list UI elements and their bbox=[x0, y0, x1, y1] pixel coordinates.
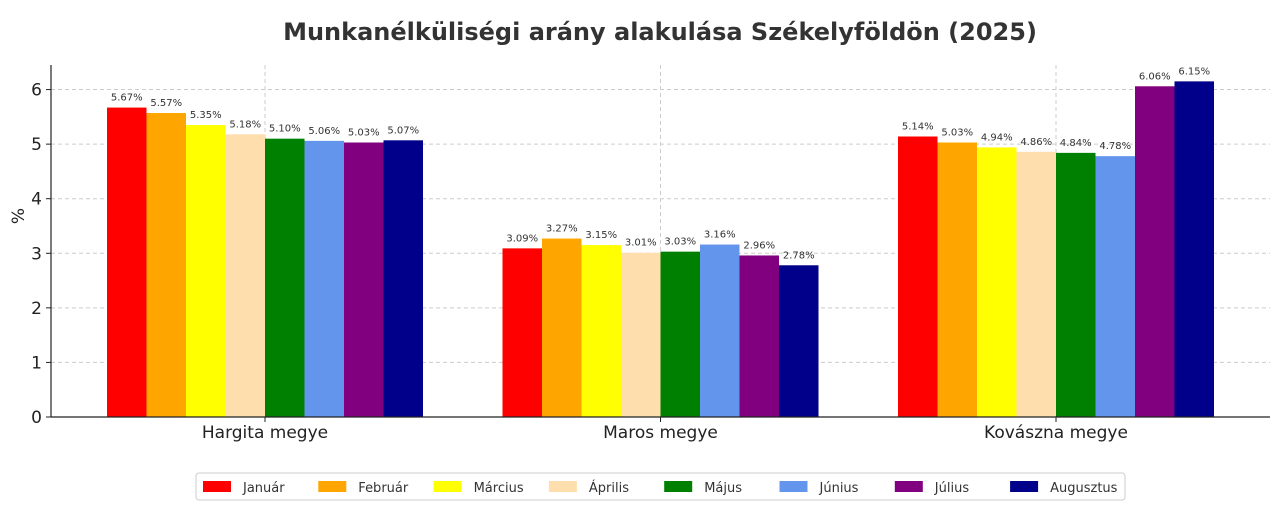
data-label: 3.15% bbox=[585, 230, 617, 241]
legend: Január Február Március Április Május Június Jú… bbox=[195, 472, 1126, 501]
bar bbox=[621, 252, 661, 417]
legend-swatch bbox=[664, 481, 693, 492]
data-label: 5.14% bbox=[902, 121, 934, 132]
bar bbox=[107, 107, 147, 417]
data-label: 4.84% bbox=[1060, 138, 1092, 149]
data-label: 3.09% bbox=[506, 233, 538, 244]
bar bbox=[383, 140, 423, 417]
y-tick-label: 2 bbox=[31, 299, 42, 319]
bar bbox=[581, 245, 621, 417]
y-tick-label: 1 bbox=[31, 353, 42, 373]
bar bbox=[700, 244, 740, 417]
bar bbox=[739, 255, 779, 417]
legend-label: Július bbox=[934, 481, 970, 496]
data-label: 5.03% bbox=[348, 127, 380, 138]
y-tick-label: 4 bbox=[31, 190, 42, 210]
y-tick-label: 3 bbox=[31, 244, 42, 264]
x-tick-label: Maros megye bbox=[603, 423, 718, 443]
data-label: 2.96% bbox=[743, 240, 775, 251]
legend-box bbox=[195, 472, 1126, 501]
bars-layer bbox=[107, 81, 1214, 418]
data-label: 4.94% bbox=[981, 132, 1013, 143]
y-tick-label: 5 bbox=[31, 135, 42, 155]
bar bbox=[225, 134, 265, 417]
bar bbox=[1135, 86, 1175, 417]
y-axis-label: % bbox=[9, 208, 29, 224]
data-label: 4.78% bbox=[1099, 141, 1131, 152]
y-tick-label: 6 bbox=[31, 81, 42, 101]
data-labels-layer: 5.67% 3.09% 5.14% 5.57% 3.27% 5.03% 5.35% 3.15%… bbox=[111, 66, 1210, 261]
legend-label: Június bbox=[819, 481, 859, 496]
data-label: 5.07% bbox=[387, 125, 419, 136]
data-label: 6.15% bbox=[1178, 66, 1210, 77]
data-label: 3.01% bbox=[625, 238, 657, 249]
legend-swatch bbox=[779, 481, 808, 492]
bar bbox=[542, 238, 582, 417]
bar bbox=[146, 113, 186, 417]
chart-title: Munkanélküliségi arány alakulása Székely… bbox=[283, 18, 1037, 46]
data-label: 3.16% bbox=[704, 230, 736, 241]
legend-swatch bbox=[203, 481, 231, 492]
legend-swatch bbox=[1010, 481, 1039, 492]
bar bbox=[1095, 156, 1135, 417]
x-tick-label: Kovászna megye bbox=[984, 423, 1128, 443]
bar bbox=[660, 251, 700, 417]
data-label: 3.27% bbox=[546, 224, 578, 235]
data-label: 5.03% bbox=[941, 127, 973, 138]
bar bbox=[344, 142, 384, 417]
data-label: 5.06% bbox=[308, 126, 340, 137]
axes-layer: 0 1 2 3 4 5 6 Hargita megye Maros megye Kovászna … bbox=[31, 65, 1270, 443]
bar bbox=[502, 248, 542, 417]
data-label: 6.06% bbox=[1139, 71, 1171, 82]
bar bbox=[1016, 151, 1056, 417]
data-label: 3.03% bbox=[664, 237, 696, 248]
legend-label: Március bbox=[474, 481, 524, 496]
bar bbox=[1174, 81, 1214, 417]
data-label: 4.86% bbox=[1020, 137, 1052, 148]
bar bbox=[1056, 152, 1096, 417]
x-tick-label: Hargita megye bbox=[202, 423, 328, 443]
y-tick-label: 0 bbox=[31, 408, 42, 428]
bar bbox=[304, 140, 344, 417]
legend-swatch bbox=[894, 481, 923, 492]
data-label: 5.67% bbox=[111, 93, 143, 104]
bar bbox=[186, 125, 226, 417]
bar bbox=[265, 138, 305, 417]
bar bbox=[898, 136, 938, 418]
bar bbox=[977, 147, 1017, 418]
legend-label: Augusztus bbox=[1050, 481, 1118, 496]
bar bbox=[779, 265, 819, 417]
legend-swatch bbox=[548, 481, 577, 492]
legend-label: Május bbox=[704, 481, 742, 496]
legend-swatch bbox=[433, 481, 462, 492]
legend-label: Február bbox=[358, 481, 409, 496]
data-label: 2.78% bbox=[783, 250, 815, 261]
data-label: 5.10% bbox=[269, 124, 301, 135]
legend-swatch bbox=[318, 481, 347, 492]
data-label: 5.35% bbox=[190, 110, 222, 121]
legend-label: Április bbox=[589, 480, 629, 496]
bar bbox=[937, 142, 977, 417]
data-label: 5.18% bbox=[229, 119, 261, 130]
data-label: 5.57% bbox=[150, 98, 182, 109]
legend-label: Január bbox=[242, 481, 285, 496]
